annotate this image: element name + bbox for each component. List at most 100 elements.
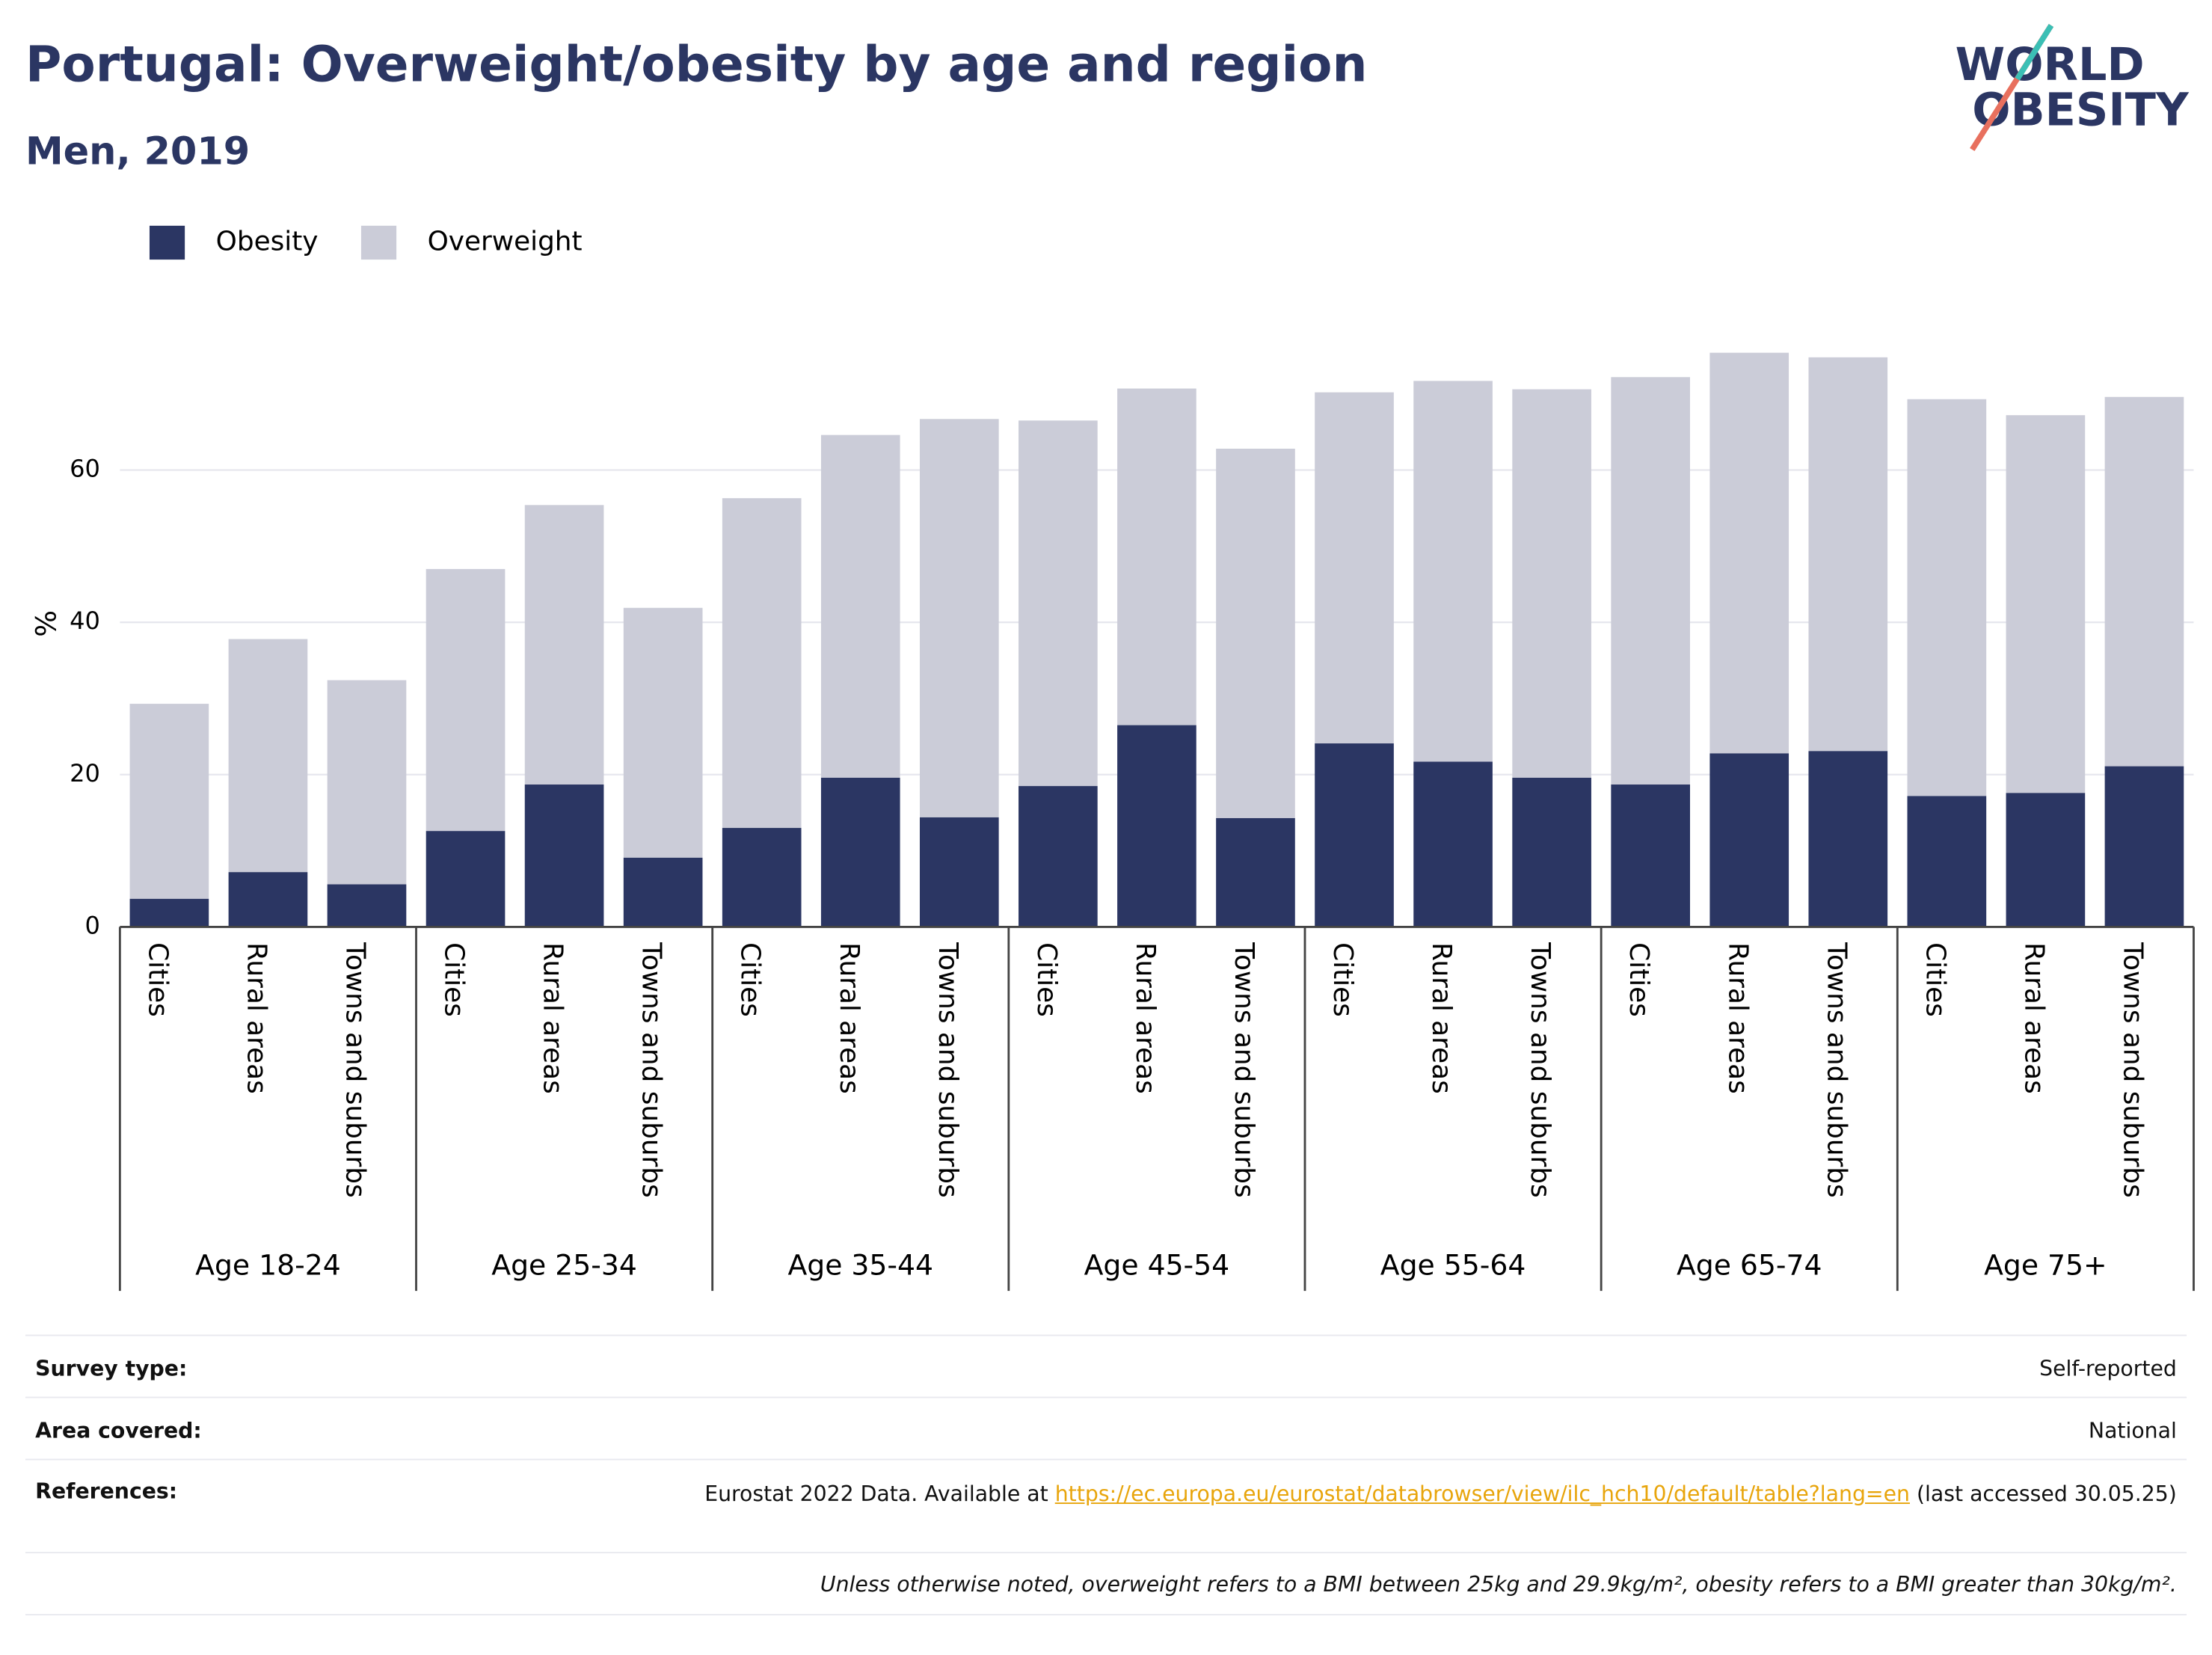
group-label: Age 18-24 [195, 1249, 341, 1282]
footer-label: Area covered: [35, 1417, 202, 1443]
bar-segment [425, 831, 506, 927]
divider [25, 1614, 2187, 1616]
x-tick-label: Towns and suburbs [340, 942, 371, 1198]
x-tick-label: Cities [1031, 942, 1062, 1017]
bar-segment [820, 777, 900, 927]
reference-link[interactable]: https://ec.europa.eu/eurostat/databrowse… [1054, 1481, 1910, 1507]
bar-segment [425, 568, 506, 832]
group-label: Age 65-74 [1677, 1249, 1822, 1282]
x-tick-label: Rural areas [834, 942, 864, 1094]
bar-segment [129, 704, 209, 899]
x-tick-label: Rural areas [1130, 942, 1161, 1094]
y-tick-label: 20 [70, 759, 100, 787]
bar-segment [228, 872, 308, 927]
x-tick-label: Cities [439, 942, 470, 1017]
bar-segment [524, 784, 604, 927]
legend-label: Obesity [216, 226, 319, 257]
x-tick-label: Towns and suburbs [1229, 942, 1259, 1198]
footer-value: National [2088, 1417, 2177, 1443]
bar-segment [228, 639, 308, 873]
bar-segment [1512, 389, 1591, 778]
x-tick-label: Towns and suburbs [2117, 942, 2148, 1198]
logo-slash [2015, 23, 2054, 81]
bar-segment [1907, 796, 1987, 927]
y-axis-label: % [30, 610, 63, 637]
bar-segment [1413, 761, 1493, 927]
bar-segment [1413, 381, 1493, 762]
x-tick-label: Rural areas [2018, 942, 2049, 1094]
footer-label: References: [35, 1479, 178, 1504]
y-tick-label: 40 [70, 607, 100, 635]
x-tick-label: Towns and suburbs [636, 942, 667, 1198]
bar-segment [1019, 786, 1098, 927]
bar-segment [919, 817, 999, 927]
bar-segment [1611, 377, 1691, 785]
legend-swatch [360, 225, 397, 260]
bar-segment [1709, 352, 1789, 754]
bar-segment [2104, 396, 2184, 767]
x-tick-label: Towns and suburbs [1525, 942, 1555, 1198]
x-tick-label: Cities [735, 942, 766, 1017]
bar-segment [1315, 392, 1394, 744]
x-tick-label: Towns and suburbs [1821, 942, 1852, 1198]
reference-text: Eurostat 2022 Data. Available at [704, 1481, 1048, 1507]
bar-segment [1709, 753, 1789, 927]
footer-value: Eurostat 2022 Data. Available at https:/… [639, 1479, 2177, 1510]
x-tick-label: Cities [1920, 942, 1950, 1017]
bar-segment [2006, 415, 2086, 793]
divider [25, 1458, 2187, 1461]
chart-subtitle: Men, 2019 [25, 130, 250, 174]
bar-segment [820, 435, 900, 778]
x-tick-label: Rural areas [1722, 942, 1753, 1094]
x-tick-label: Towns and suburbs [933, 942, 963, 1198]
y-tick-label: 0 [85, 911, 100, 939]
footer-value: Self-reported [2039, 1355, 2177, 1381]
bar-segment [1019, 420, 1098, 787]
bar-segment [524, 505, 604, 785]
bar-segment [1808, 357, 1888, 752]
bar-segment [1611, 784, 1691, 927]
bar-segment [1315, 743, 1394, 927]
bar-segment [722, 828, 802, 927]
bar-segment [623, 857, 703, 927]
x-tick-label: Cities [142, 942, 173, 1017]
x-tick-label: Cities [1327, 942, 1358, 1017]
group-label: Age 35-44 [787, 1249, 933, 1282]
x-tick-label: Rural areas [241, 942, 271, 1094]
chart-title: Portugal: Overweight/obesity by age and … [25, 36, 1368, 93]
bar-segment [1808, 751, 1888, 927]
legend-swatch [149, 225, 185, 260]
bar-segment [1216, 817, 1295, 927]
chart: Portugal: Overweight/obesity by age and … [25, 23, 2195, 1292]
bar-segment [722, 498, 802, 829]
group-label: Age 25-34 [491, 1249, 637, 1282]
divider [25, 1396, 2187, 1398]
divider [25, 1552, 2187, 1554]
y-tick-label: 60 [70, 454, 100, 482]
legend-label: Overweight [428, 226, 583, 257]
group-label: Age 75+ [1984, 1249, 2107, 1282]
x-tick-label: Rural areas [538, 942, 568, 1094]
group-label: Age 55-64 [1380, 1249, 1526, 1282]
bar-segment [1117, 388, 1196, 725]
logo-line: WORLD [1956, 39, 2145, 91]
bar-segment [327, 680, 407, 885]
group-label: Age 45-54 [1084, 1249, 1230, 1282]
bar-segment [1216, 448, 1295, 818]
x-tick-label: Rural areas [1426, 942, 1457, 1094]
divider [25, 1334, 2187, 1336]
bar-segment [129, 898, 209, 927]
bar-segment [1907, 399, 1987, 796]
x-tick-label: Cities [1623, 942, 1654, 1017]
bar-segment [2104, 766, 2184, 927]
bar-segment [327, 884, 407, 927]
footer-label: Survey type: [35, 1355, 188, 1381]
bar-segment [1512, 777, 1591, 927]
bar-segment [2006, 793, 2086, 927]
footer-note: Unless otherwise noted, overweight refer… [820, 1571, 2177, 1597]
logo-line: OBESITY [1972, 85, 2190, 137]
reference-text: (last accessed 30.05.25) [1916, 1481, 2177, 1507]
bar-segment [623, 607, 703, 858]
bar-segment [1117, 725, 1196, 927]
